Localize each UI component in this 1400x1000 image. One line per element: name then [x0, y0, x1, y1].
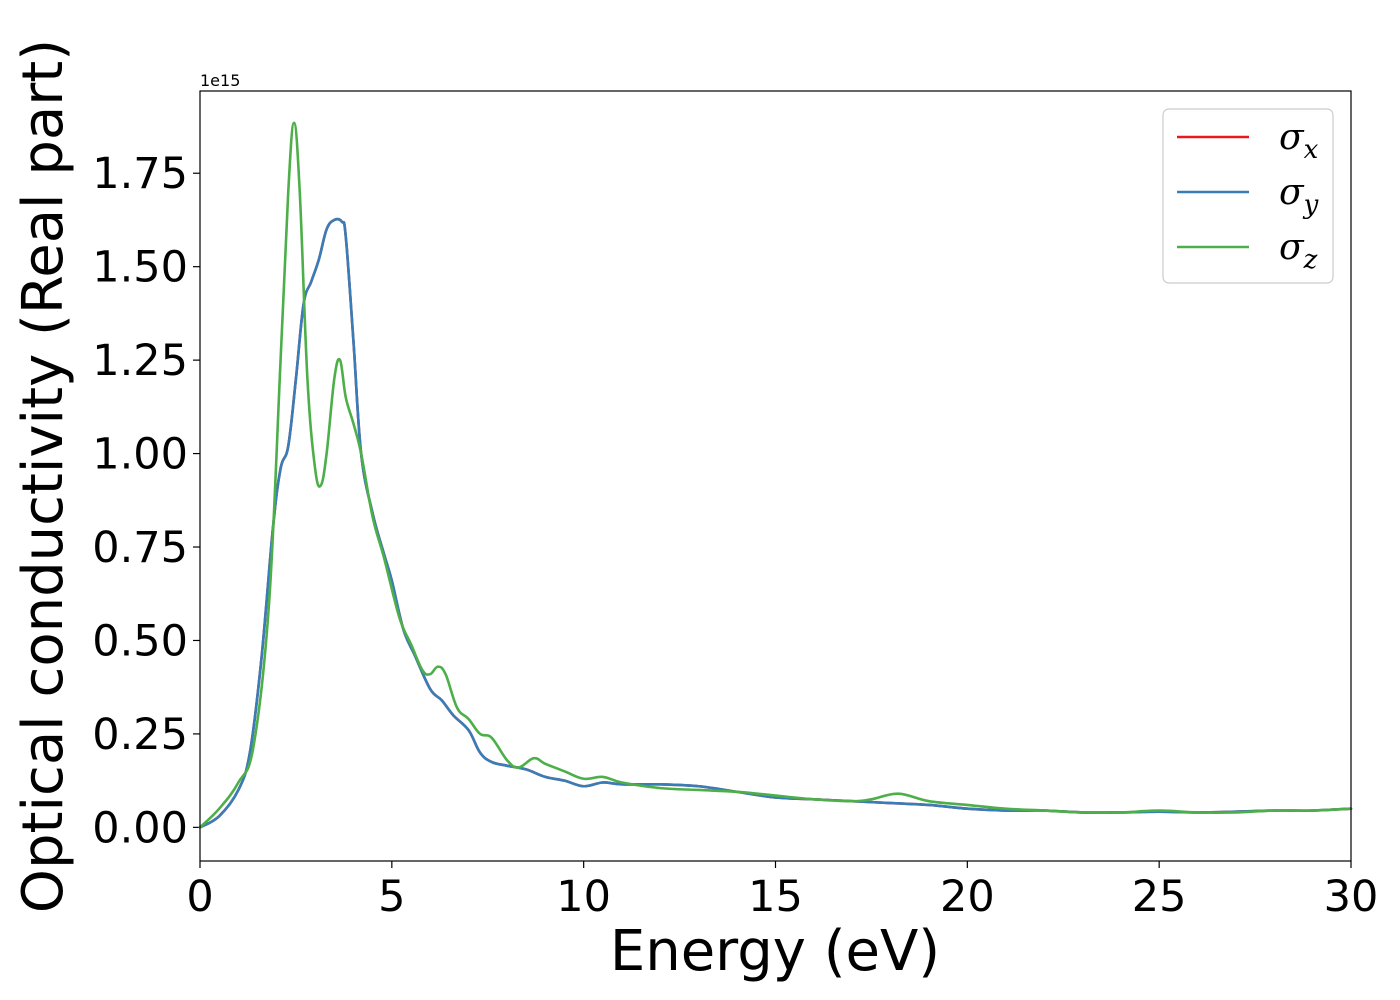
y-tick-label: 1.50 [92, 243, 188, 293]
y-tick-label: 1.00 [92, 430, 188, 480]
legend-label-z: σz [1279, 227, 1318, 275]
x-tick-label: 0 [186, 872, 213, 922]
y-tick-label: 0.25 [92, 710, 188, 760]
legend-box [1162, 108, 1334, 284]
y-tick-label: 0.00 [92, 803, 188, 853]
legend-symbol: σ [1279, 117, 1305, 158]
legend-subscript: z [1303, 245, 1318, 275]
ticks-layer: 0 5 10 15 20 25 30 0.00 0.25 0.50 0.75 1.00 1.25 1.50… [92, 149, 1378, 922]
y-tick-label: 0.50 [92, 616, 188, 666]
x-tick-label: 15 [748, 872, 803, 922]
legend-label-y: σy [1279, 172, 1319, 220]
plot-frame [199, 90, 1352, 862]
series-line-z [198, 121, 1353, 829]
legend-subscript: x [1304, 135, 1319, 165]
x-axis-title: Energy (eV) [610, 919, 940, 984]
y-axis-title: Optical conductivity (Real part) [11, 39, 76, 913]
x-tick-label: 10 [556, 872, 611, 922]
series-layer [198, 121, 1353, 829]
legend-symbol: σ [1279, 227, 1305, 268]
y-tick-label: 1.25 [92, 336, 188, 386]
x-tick-label: 25 [1132, 872, 1187, 922]
legend-label-x: σx [1279, 117, 1319, 165]
y-offset-label: 1e15 [200, 71, 240, 90]
x-tick-label: 20 [940, 872, 995, 922]
series-line-y [198, 217, 1353, 829]
legend-subscript: y [1303, 190, 1319, 220]
legend-symbol: σ [1279, 172, 1305, 213]
y-tick-label: 0.75 [92, 523, 188, 573]
x-tick-label: 5 [378, 872, 405, 922]
y-tick-label: 1.75 [92, 149, 188, 199]
series-line-x [198, 217, 1353, 829]
x-tick-label: 30 [1324, 872, 1379, 922]
